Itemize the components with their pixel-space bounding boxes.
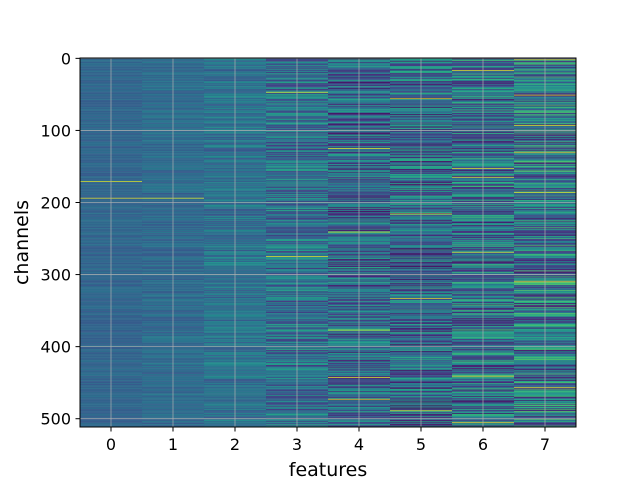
y-tick-label: 200 bbox=[40, 194, 71, 213]
x-tick-label: 4 bbox=[354, 435, 364, 454]
y-tick-label: 100 bbox=[40, 121, 71, 140]
y-tick-label: 0 bbox=[61, 49, 71, 68]
y-axis-label: channels bbox=[11, 200, 33, 285]
grid-lines bbox=[80, 57, 576, 427]
x-tick-label: 6 bbox=[478, 435, 488, 454]
y-tick-label: 400 bbox=[40, 338, 71, 357]
x-tick-label: 2 bbox=[230, 435, 240, 454]
y-tick-label: 300 bbox=[40, 266, 71, 285]
x-tick-label: 1 bbox=[168, 435, 178, 454]
y-axis-ticks: 0 100 200 300 400 500 bbox=[40, 49, 80, 429]
x-axis-label: features bbox=[289, 459, 368, 480]
x-tick-label: 0 bbox=[106, 435, 116, 454]
y-tick-label: 500 bbox=[40, 410, 71, 429]
heatmap-cells bbox=[80, 58, 577, 428]
x-tick-label: 3 bbox=[292, 435, 302, 454]
plot-frame bbox=[79, 57, 577, 428]
x-tick-label: 5 bbox=[416, 435, 426, 454]
x-tick-label: 7 bbox=[540, 435, 550, 454]
x-axis-ticks: 0 1 2 3 4 5 6 7 bbox=[106, 427, 550, 454]
